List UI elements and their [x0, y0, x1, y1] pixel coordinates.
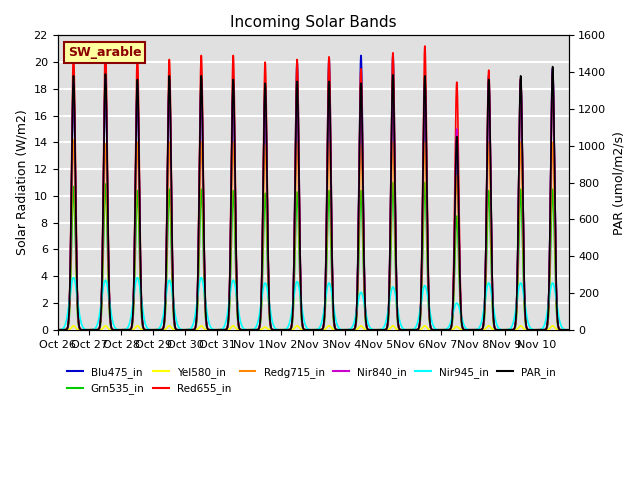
Y-axis label: PAR (umol/m2/s): PAR (umol/m2/s): [612, 131, 625, 235]
Legend: Blu475_in, Grn535_in, Yel580_in, Red655_in, Redg715_in, Nir840_in, Nir945_in, PA: Blu475_in, Grn535_in, Yel580_in, Red655_…: [63, 363, 560, 398]
Title: Incoming Solar Bands: Incoming Solar Bands: [230, 15, 396, 30]
Text: SW_arable: SW_arable: [68, 46, 141, 59]
Y-axis label: Solar Radiation (W/m2): Solar Radiation (W/m2): [15, 110, 28, 255]
